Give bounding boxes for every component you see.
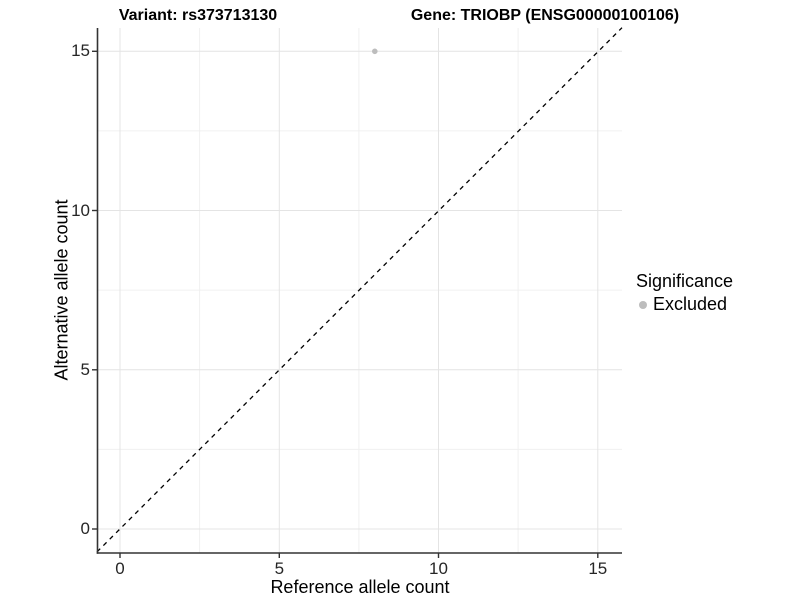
legend-item-excluded: Excluded [636,294,733,315]
legend: Significance Excluded [636,271,733,315]
y-tick-label-15: 15 [71,41,90,61]
data-points-layer [372,48,378,55]
x-tick-label-5: 5 [274,559,285,578]
excluded-point-swatch-icon [639,300,647,309]
legend-title: Significance [636,271,734,291]
grid-major [97,28,622,553]
y-tick-label-10: 10 [71,200,90,220]
identity-line [96,27,623,553]
data-point [372,48,378,55]
legend-item-label: Excluded [653,294,728,314]
x-tick-label-15: 15 [588,559,608,578]
x-tick-label-0: 0 [115,559,125,578]
y-tick-label-0: 0 [80,519,90,538]
plot-title-variant: Variant: rs373713130 [118,7,278,24]
y-tick-label-5: 5 [80,359,90,379]
x-tick-label-10: 10 [429,559,448,578]
axis-lines [96,28,622,554]
tick-marks [92,50,599,558]
plot-title-gene: Gene: TRIOBP (ENSG00000100106) [410,7,680,24]
y-axis-title: Alternative allele count [51,199,72,381]
x-axis-title: Reference allele count [270,577,450,597]
